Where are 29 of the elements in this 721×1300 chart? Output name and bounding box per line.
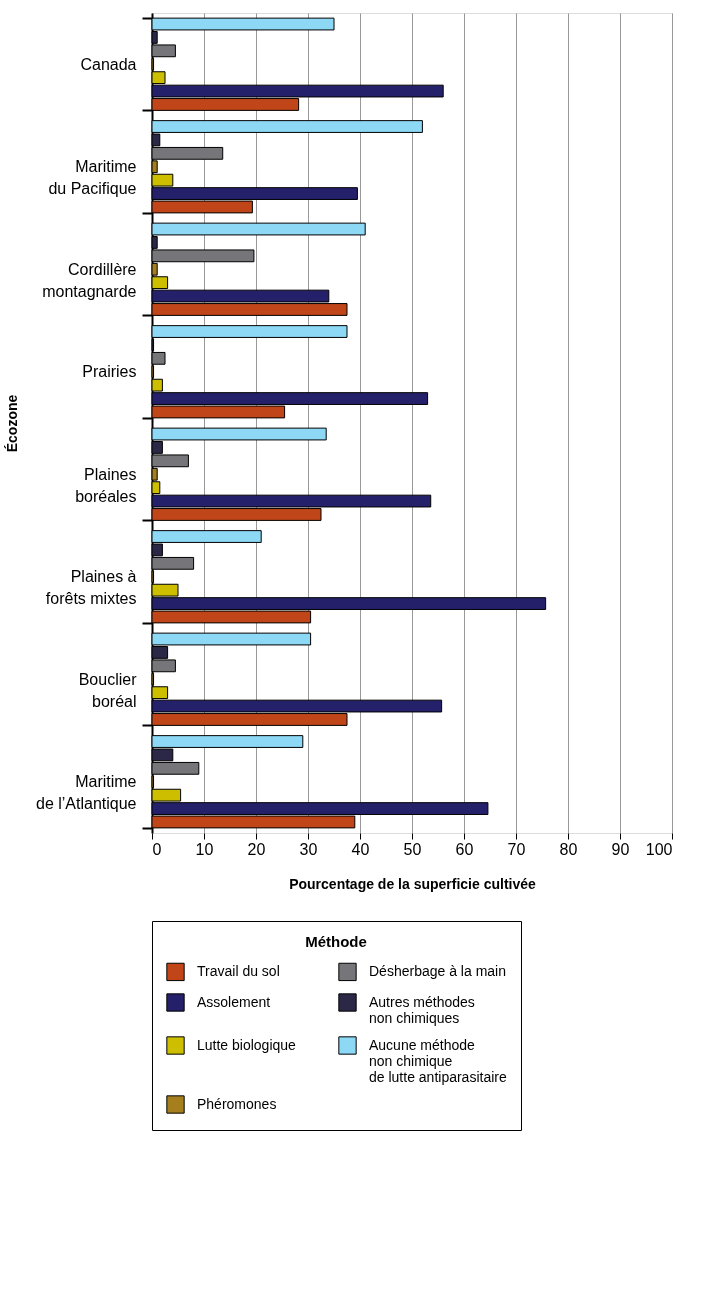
y-axis-title: Écozone [3,394,20,453]
y-tick-label: Plaines à forêts mixtes [45,568,137,608]
y-tick-label: Bouclier boréal [78,670,138,710]
legend-label: Travail du sol [197,962,280,979]
y-tick-label: Maritime de l’Atlantique [35,773,137,813]
legend-label: Aucune méthode non chimique de lutte antiparasitaire [369,1036,507,1085]
x-tick-label: 70 [507,840,526,858]
y-tick-label: Cordillère montagnarde [42,260,137,300]
x-tick-label: 0 [152,840,162,858]
x-tick-label: 30 [299,840,318,858]
x-tick-label: 10 [195,840,214,858]
legend-label: Désherbage à la main [369,962,506,979]
x-tick-label: 20 [247,840,266,858]
legend-title: Méthode [305,933,367,950]
legend-label: Phéromones [197,1095,277,1112]
legend-label: Assolement [197,993,271,1010]
x-tick-label: 60 [455,840,474,858]
y-tick-label: Maritime du Pacifique [48,158,137,198]
y-tick-label: Plaines boréales [75,465,137,505]
x-tick-label: 50 [403,840,422,858]
y-tick-label: Prairies [82,363,137,381]
x-axis-title: Pourcentage de la superficie cultivée [289,875,537,892]
x-tick-label: 90 [611,840,630,858]
legend-label: Autres méthodes non chimiques [369,993,475,1026]
y-tick-label: Canada [80,55,137,73]
x-tick-label: 80 [559,840,578,858]
x-tick-label: 40 [351,840,370,858]
x-tick-label: 100 [645,840,673,858]
legend-label: Lutte biologique [197,1036,297,1053]
